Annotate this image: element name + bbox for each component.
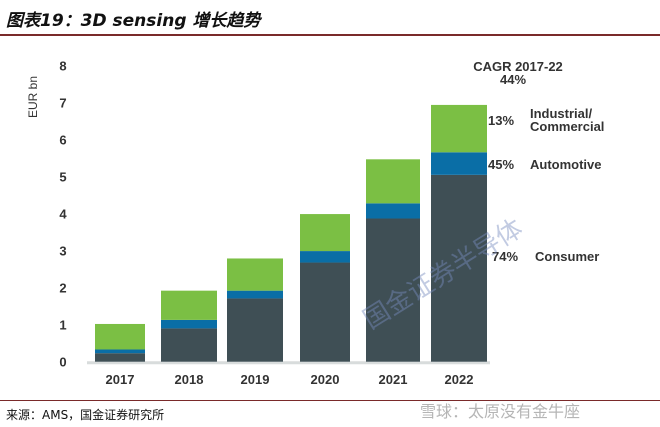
bar-industrial-commercial-2020 [300, 214, 350, 252]
bar-industrial-commercial-2017 [95, 323, 145, 350]
y-tick-label: 6 [59, 133, 66, 148]
bar-industrial-commercial-2018 [161, 290, 217, 320]
x-tick-label: 2019 [241, 372, 270, 387]
source-note: 来源：AMS，国金证券研究所 [6, 408, 165, 422]
bar-consumer-2021 [366, 218, 420, 362]
title-divider [0, 34, 660, 36]
industrial-label-1: Industrial/ [530, 106, 593, 121]
x-tick-label: 2020 [311, 372, 340, 387]
bar-automotive-2020 [300, 251, 350, 263]
cagr-total: 44% [500, 72, 526, 87]
bar-consumer-2019 [227, 298, 283, 362]
bar-automotive-2019 [227, 290, 283, 299]
y-tick-label: 7 [59, 96, 66, 111]
bar-consumer-2018 [161, 328, 217, 362]
bar-consumer-2022 [431, 174, 487, 362]
consumer-label: Consumer [535, 249, 599, 264]
x-tick-label: 2021 [379, 372, 408, 387]
y-axis-label: EUR bn [26, 76, 40, 118]
watermark-xueqiu: 雪球：太原没有金牛座 [420, 402, 581, 421]
bar-automotive-2018 [161, 319, 217, 329]
bar-automotive-2021 [366, 203, 420, 219]
x-tick-label: 2022 [445, 372, 474, 387]
industrial-pct: 13% [488, 113, 514, 128]
figure-title: 图表19：3D sensing 增长趋势 [6, 11, 261, 31]
footer-divider [0, 400, 660, 401]
bar-industrial-commercial-2019 [227, 258, 283, 291]
bar-automotive-2017 [95, 349, 145, 354]
y-tick-label: 0 [59, 355, 66, 370]
bar-industrial-commercial-2022 [431, 104, 487, 153]
bar-consumer-2017 [95, 353, 145, 362]
bar-industrial-commercial-2021 [366, 159, 420, 204]
automotive-label: Automotive [530, 157, 602, 172]
y-tick-label: 5 [59, 170, 66, 185]
x-tick-label: 2018 [175, 372, 204, 387]
y-tick-label: 8 [59, 59, 66, 74]
bar-consumer-2020 [300, 262, 350, 362]
y-tick-label: 2 [59, 281, 66, 296]
y-tick-label: 1 [59, 318, 66, 333]
y-tick-label: 4 [59, 207, 67, 222]
consumer-pct: 74% [492, 249, 518, 264]
x-tick-label: 2017 [106, 372, 135, 387]
cagr-title: CAGR 2017-22 [473, 59, 563, 74]
y-tick-label: 3 [59, 244, 66, 259]
automotive-pct: 45% [488, 157, 514, 172]
industrial-label-2: Commercial [530, 119, 604, 134]
bar-automotive-2022 [431, 152, 487, 175]
